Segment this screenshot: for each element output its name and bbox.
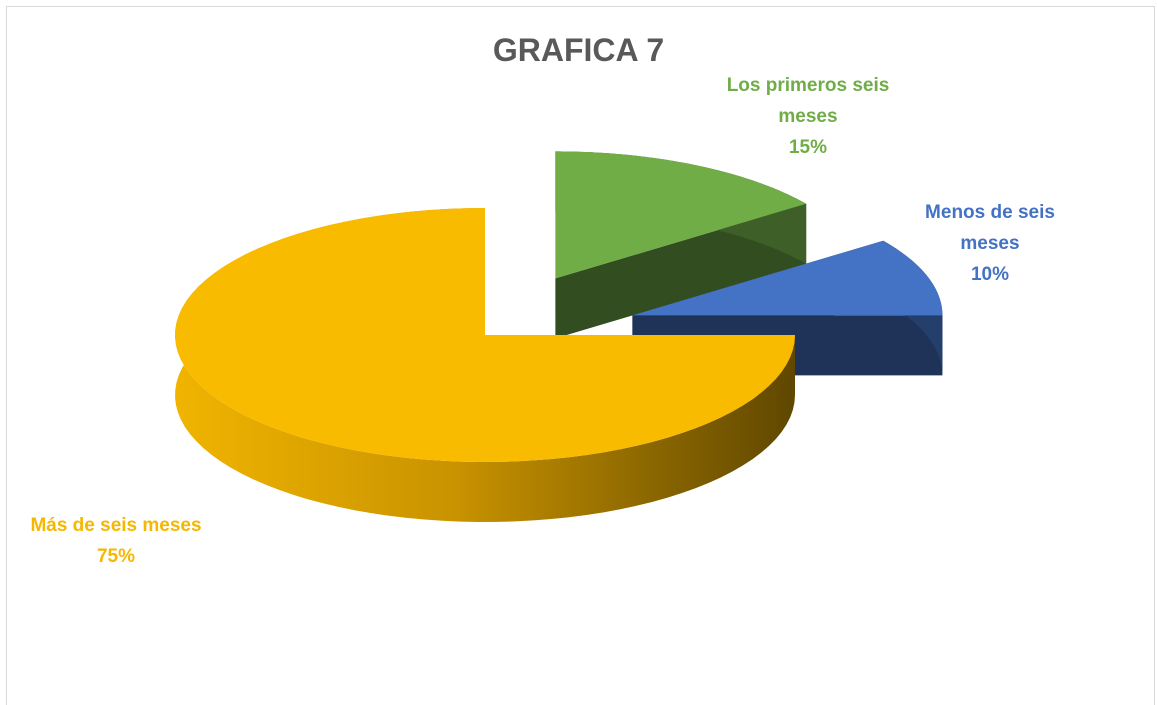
chart-title: GRAFICA 7 [492,32,665,68]
slice-value-label: 15% [788,137,828,158]
slice-label: Más de seis meses [30,515,202,536]
pie-slice [555,151,807,279]
slice-label: Menos de seis meses [925,202,1055,254]
slice-value-label: 10% [970,264,1010,285]
slice-label: Los primeros seis meses [726,75,890,127]
slice-value-label: 75% [96,546,136,567]
pie-slice [632,240,943,316]
pie-slice [175,208,795,462]
chart-frame [6,6,1155,705]
